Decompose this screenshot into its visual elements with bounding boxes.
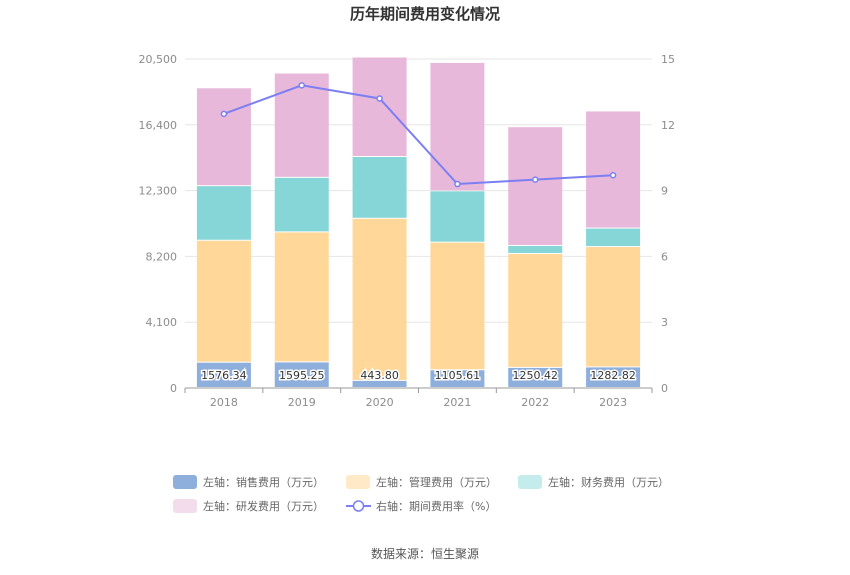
bar-segment-0 (274, 362, 329, 387)
left-tick-label: 8,200 (146, 250, 178, 263)
left-tick-label: 16,400 (139, 119, 178, 132)
bar-segment-2 (430, 191, 485, 242)
legend[interactable]: 左轴：销售费用（万元） 左轴：管理费用（万元） 左轴：财务费用（万元） 左轴：研发费用… (173, 475, 669, 513)
x-tick-label: 2018 (210, 396, 238, 409)
legend-label: 右轴：期间费用率（%） (376, 499, 496, 513)
rate-point (298, 82, 305, 89)
bar-segment-3 (274, 73, 329, 177)
legend-swatch (173, 475, 197, 489)
bar-segment-0 (430, 370, 485, 387)
bar-segment-1 (586, 247, 641, 367)
legend-label: 左轴：财务费用（万元） (548, 475, 669, 489)
legend-swatch (346, 475, 370, 489)
x-tick-label: 2023 (599, 396, 627, 409)
bar-segment-1 (274, 232, 329, 362)
legend-label: 左轴：销售费用（万元） (203, 475, 324, 489)
bar-segment-0 (508, 367, 563, 387)
left-tick-label: 12,300 (139, 185, 178, 198)
rate-line-path (223, 84, 614, 186)
right-tick-label: 12 (661, 119, 675, 132)
bar-segment-2 (352, 156, 407, 218)
bar-segment-3 (352, 57, 407, 156)
legend-label: 左轴：管理费用（万元） (376, 475, 497, 489)
bar-value-label: 443.80 (360, 369, 399, 382)
bar-segment-0 (196, 362, 251, 387)
bar-segment-1 (430, 242, 485, 370)
bar-segment-2 (508, 245, 563, 253)
bar-segment-1 (508, 253, 563, 367)
legend-swatch (518, 475, 542, 489)
bar-value-label: 1105.61 (435, 369, 481, 382)
bar-segment-1 (196, 240, 251, 362)
bar-segment-3 (586, 111, 641, 228)
grid (185, 58, 652, 323)
legend-item-4[interactable]: 右轴：期间费用率（%） (346, 499, 496, 513)
bar-segment-3 (196, 88, 251, 186)
bar-value-label: 1250.42 (513, 369, 559, 382)
bar-value-label: 1282.82 (590, 369, 636, 382)
legend-item-3[interactable]: 左轴：研发费用（万元） (173, 499, 324, 513)
rate-line (220, 82, 617, 188)
right-tick-label: 0 (661, 382, 668, 395)
left-tick-label: 4,100 (146, 316, 178, 329)
rate-point (220, 110, 228, 118)
x-tick-label: 2021 (443, 396, 471, 409)
legend-item-2[interactable]: 左轴：财务费用（万元） (518, 475, 669, 489)
bar-segment-2 (196, 186, 251, 240)
x-tick-label: 2022 (521, 396, 549, 409)
rate-point (376, 95, 383, 102)
bar-segment-3 (430, 62, 485, 191)
left-tick-label: 20,500 (139, 53, 178, 66)
bar-segment-1 (352, 218, 407, 380)
bar-segment-2 (586, 228, 641, 247)
legend-item-0[interactable]: 左轴：销售费用（万元） (173, 475, 324, 489)
bar-segment-0 (586, 367, 641, 387)
right-tick-label: 15 (661, 53, 675, 66)
data-labels: 1576.34 1595.25 443.80 1105.61 1250.42 1282.8… (200, 368, 638, 384)
legend-marker (352, 500, 365, 512)
axes: 0 0 4,100 3 8,200 6 12,300 9 16,400 12 20,500 15 201… (139, 53, 676, 409)
bar-segment-0 (352, 380, 407, 387)
left-tick-label: 0 (170, 382, 177, 395)
x-tick-label: 2019 (288, 396, 316, 409)
chart-title: 历年期间费用变化情况 (350, 5, 500, 23)
bar-segment-3 (508, 127, 563, 245)
legend-swatch (173, 499, 197, 513)
legend-item-1[interactable]: 左轴：管理费用（万元） (346, 475, 497, 489)
right-tick-label: 3 (661, 316, 668, 329)
right-tick-label: 6 (661, 250, 668, 263)
rate-point (609, 171, 617, 179)
right-tick-label: 9 (661, 185, 668, 198)
data-source: 数据来源：恒生聚源 (371, 546, 479, 561)
bars (196, 57, 641, 387)
legend-label: 左轴：研发费用（万元） (203, 499, 324, 513)
bar-value-label: 1576.34 (201, 369, 247, 382)
bar-segment-2 (274, 177, 329, 232)
x-tick-label: 2020 (366, 396, 394, 409)
bar-value-label: 1595.25 (279, 369, 325, 382)
rate-point (532, 176, 539, 183)
rate-point (454, 180, 461, 188)
